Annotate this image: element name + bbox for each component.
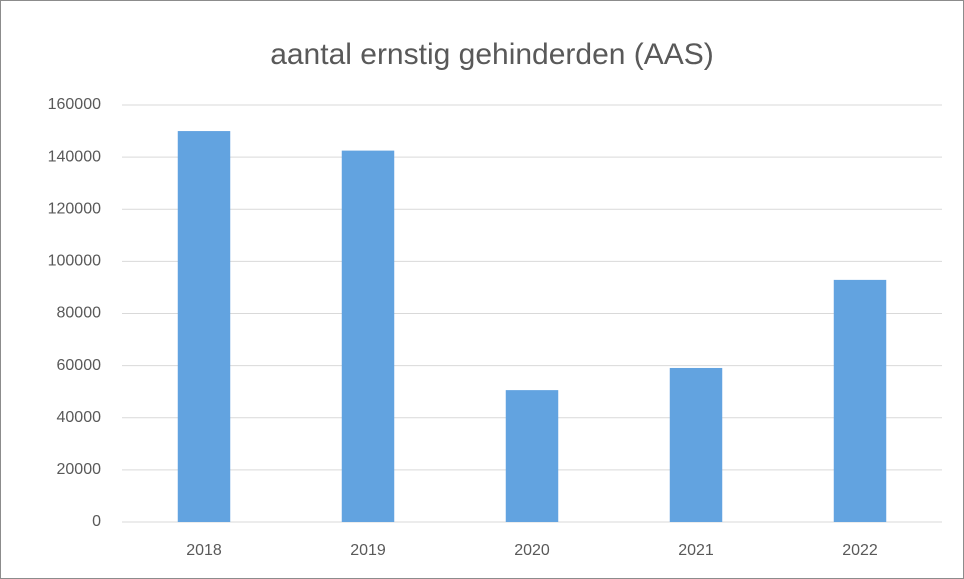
- x-tick-label: 2021: [678, 542, 714, 559]
- y-tick-label: 60000: [57, 357, 102, 374]
- chart-title: aantal ernstig gehinderden (AAS): [270, 38, 714, 71]
- bar: [341, 150, 395, 522]
- x-tick-label: 2022: [842, 542, 878, 559]
- bar: [669, 367, 723, 522]
- y-tick-label: 40000: [57, 409, 102, 426]
- bar: [177, 131, 231, 522]
- y-tick-label: 140000: [48, 148, 101, 165]
- y-tick-label: 160000: [48, 96, 101, 113]
- x-tick-label: 2019: [350, 542, 386, 559]
- y-tick-label: 80000: [57, 305, 102, 322]
- x-tick-label: 2020: [514, 542, 550, 559]
- bar: [833, 279, 887, 522]
- bar: [505, 390, 559, 522]
- y-tick-label: 120000: [48, 200, 101, 217]
- y-tick-label: 20000: [57, 461, 102, 478]
- y-tick-label: 100000: [48, 253, 101, 270]
- y-tick-label: 0: [92, 513, 101, 530]
- x-tick-label: 2018: [186, 542, 222, 559]
